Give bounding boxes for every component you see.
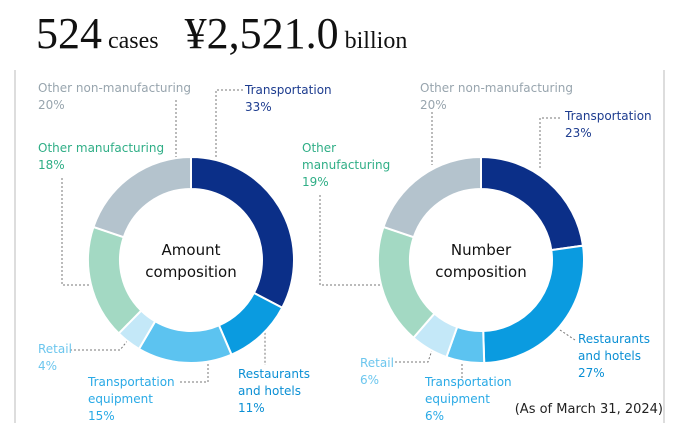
amount: ¥2,521.0 <box>184 9 339 58</box>
segment-label: Retail <box>360 356 394 370</box>
value-label: 11% <box>238 401 265 415</box>
segment <box>190 155 295 310</box>
segment <box>87 225 143 335</box>
as-of-note: (As of March 31, 2024) <box>514 402 663 417</box>
segment-label: Transportation <box>565 109 652 123</box>
value-label: 33% <box>245 100 272 114</box>
segment-label: Transportation equipment <box>425 375 512 406</box>
segment <box>377 225 436 340</box>
leader <box>539 117 560 170</box>
value-label: 27% <box>578 366 605 380</box>
value-label: 20% <box>38 98 65 112</box>
value-label: 15% <box>88 409 115 423</box>
segment-label: Restaurants and hotels <box>578 332 650 363</box>
segment-label: Retail <box>38 342 72 356</box>
segment-label: Transportation equipment <box>88 375 175 406</box>
segment <box>92 155 192 239</box>
value-label: 20% <box>420 98 447 112</box>
value-label: 23% <box>565 126 592 140</box>
center-label: composition <box>435 263 526 281</box>
count: 524 <box>36 9 102 58</box>
segment <box>137 319 233 364</box>
leader <box>70 339 129 351</box>
value-label: 6% <box>360 373 380 387</box>
leader <box>215 89 243 160</box>
segment-label: Other manufacturing <box>38 141 165 155</box>
segment <box>382 155 482 239</box>
leader <box>395 349 433 363</box>
value-label: 18% <box>38 158 65 172</box>
center-label: composition <box>145 263 236 281</box>
value-label: 19% <box>302 175 329 189</box>
segment-label: Other manufacturing <box>302 141 391 172</box>
leader <box>319 195 382 286</box>
center-label: Number <box>451 241 512 259</box>
center-label: Amount <box>162 241 221 259</box>
value-label: 6% <box>425 409 445 423</box>
header: 524 cases ¥2,521.0 billion <box>36 8 407 59</box>
value-label: 4% <box>38 359 58 373</box>
segment-label: Restaurants and hotels <box>238 367 310 398</box>
segment-label: Other non-manufacturing <box>38 81 191 95</box>
segment-label: Other non-manufacturing <box>420 81 573 95</box>
segment <box>480 155 585 252</box>
leader <box>559 329 576 341</box>
count-unit: cases <box>108 28 159 54</box>
segment-label: Transportation <box>245 83 332 97</box>
amount-unit: billion <box>344 28 408 54</box>
